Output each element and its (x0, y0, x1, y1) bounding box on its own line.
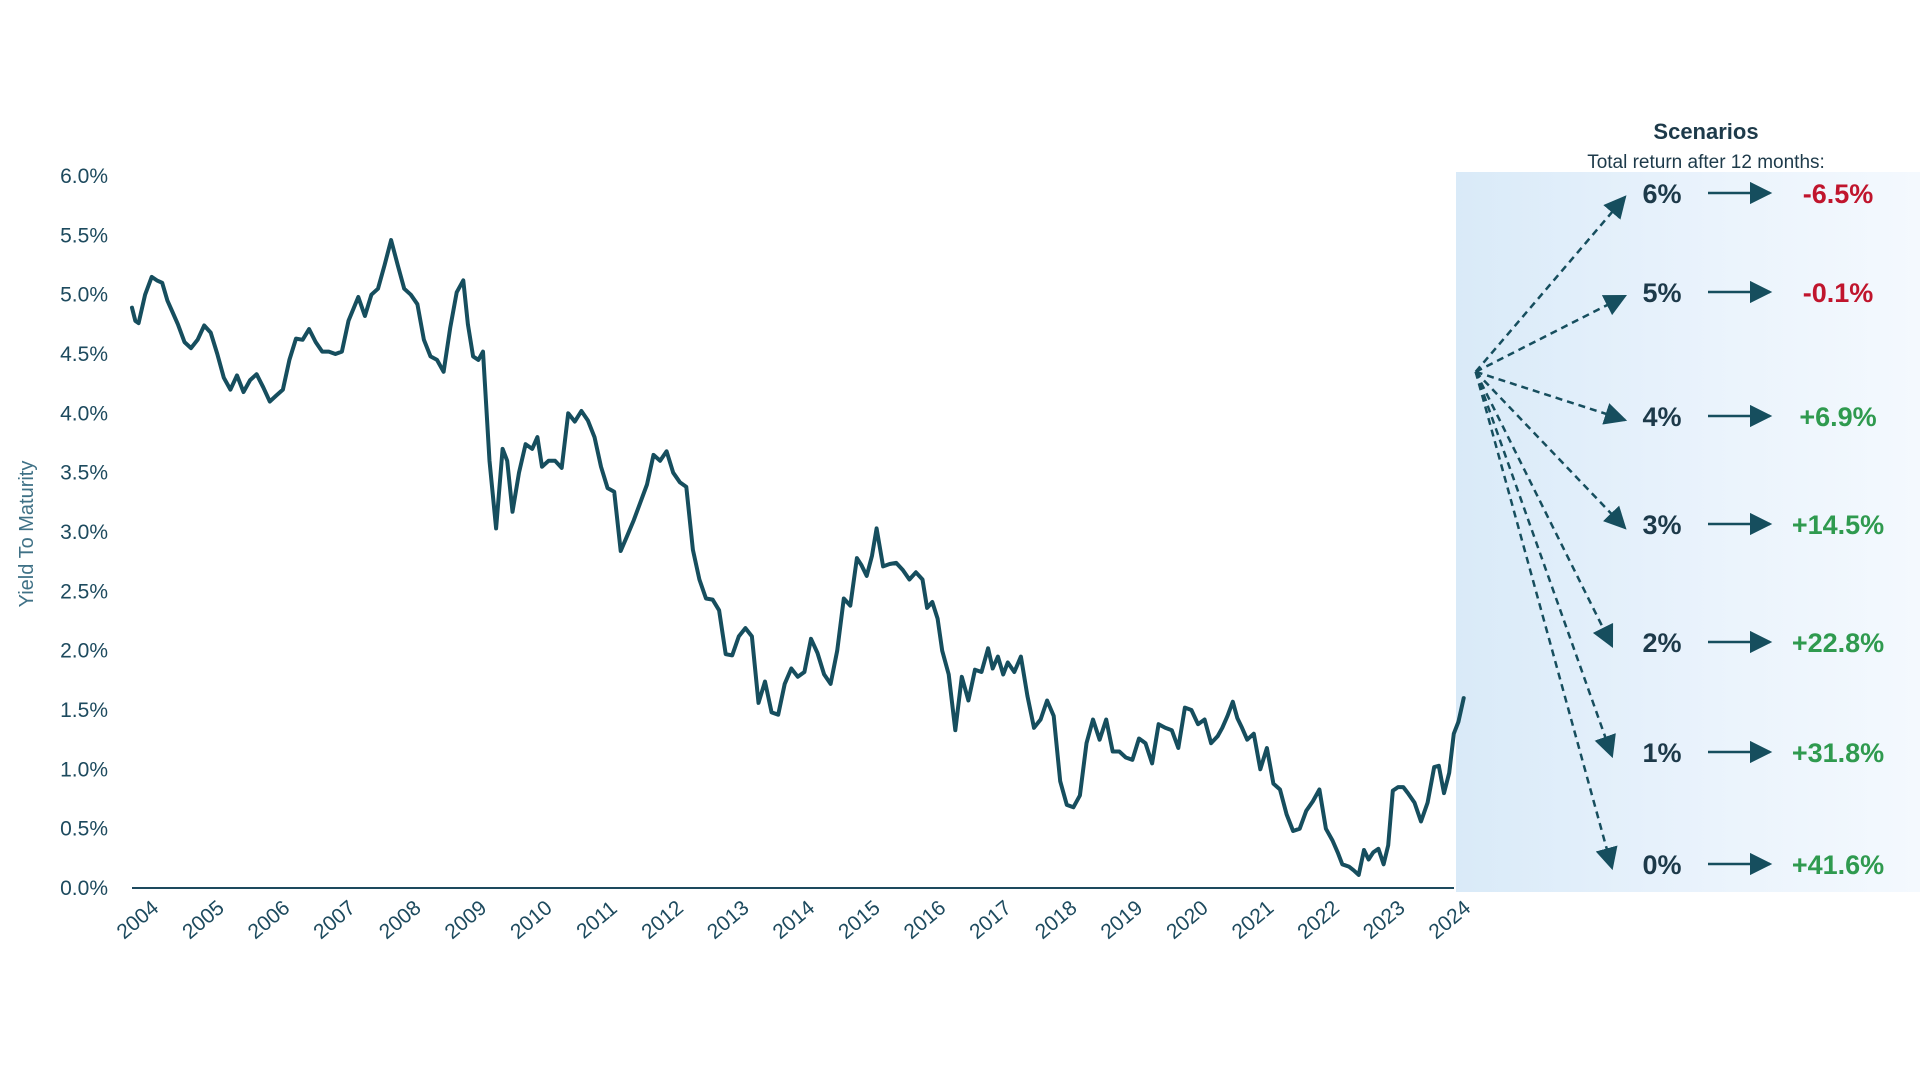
scenario-dashed-arrow (1474, 370, 1627, 530)
x-tick-label: 2015 (834, 896, 885, 944)
scenario-dashed-arrow (1474, 195, 1627, 373)
scenario-yield-label: 1% (1642, 738, 1681, 768)
y-axis-label: Yield To Maturity (16, 461, 38, 608)
x-tick-label: 2022 (1293, 896, 1344, 944)
scenario-dashed-arrow (1474, 371, 1616, 759)
y-tick-label: 4.5% (60, 343, 108, 366)
x-tick-label: 2016 (900, 896, 951, 944)
x-tick-label: 2020 (1162, 896, 1213, 944)
scenario-yield-label: 2% (1642, 628, 1681, 658)
x-tick-label: 2019 (1097, 896, 1148, 944)
y-tick-label: 1.5% (60, 699, 108, 722)
x-tick-label: 2004 (113, 896, 164, 944)
scenario-dashed-arrow (1475, 370, 1628, 425)
y-tick-label: 0.5% (60, 818, 108, 841)
x-tick-label: 2017 (965, 896, 1016, 944)
x-tick-label: 2012 (637, 896, 688, 944)
scenario-yield-label: 6% (1642, 179, 1681, 209)
scenario-return-label: +41.6% (1792, 850, 1884, 880)
scenario-return-label: +31.8% (1792, 738, 1884, 768)
scenario-return-label: +6.9% (1799, 402, 1876, 432)
scenario-yield-label: 0% (1642, 850, 1681, 880)
scenarios-title: Scenarios (1653, 119, 1758, 144)
y-tick-label: 6.0% (60, 165, 108, 188)
x-tick-label: 2007 (309, 896, 360, 944)
scenario-dashed-arrow (1475, 294, 1628, 373)
y-tick-label: 5.0% (60, 284, 108, 307)
x-tick-label: 2021 (1228, 896, 1279, 944)
scenario-rows: 6% -6.5% 5% -0.1% 4% +6.9% 3% +14.5% 2% +22.8% 1% +… (1642, 179, 1884, 880)
x-tick-label: 2010 (506, 896, 557, 944)
y-tick-label: 0.0% (60, 877, 108, 900)
scenario-yield-label: 5% (1642, 278, 1681, 308)
y-tick-label: 2.0% (60, 640, 108, 663)
y-tick-label: 4.0% (60, 402, 108, 425)
y-tick-label: 3.0% (60, 521, 108, 544)
scenario-dashed-arrow (1474, 371, 1614, 649)
x-tick-label: 2005 (178, 896, 229, 944)
y-tick-label: 3.5% (60, 462, 108, 485)
x-tick-label: 2008 (375, 896, 426, 944)
scenario-return-label: -6.5% (1803, 179, 1874, 209)
x-tick-label: 2018 (1031, 896, 1082, 944)
x-tick-label: 2009 (441, 896, 492, 944)
x-tick-label: 2023 (1359, 896, 1410, 944)
scenario-yield-label: 4% (1642, 402, 1681, 432)
x-tick-label: 2024 (1425, 896, 1476, 944)
x-tick-label: 2014 (769, 896, 820, 944)
scenarios-subtitle: Total return after 12 months: (1587, 152, 1825, 173)
scenario-dashed-arrow (1474, 371, 1618, 871)
y-tick-label: 1.0% (60, 758, 108, 781)
y-tick-label: 2.5% (60, 580, 108, 603)
scenario-yield-label: 3% (1642, 510, 1681, 540)
y-axis-ticks: 0.0% 0.5% 1.0% 1.5% 2.0% 2.5% 3.0% 3.5% 4.0% 4.5%… (60, 165, 108, 900)
scenario-return-label: -0.1% (1803, 278, 1874, 308)
scenario-arrows (1474, 195, 1628, 871)
scenario-return-label: +22.8% (1792, 628, 1884, 658)
x-axis-ticks: 2004 2005 2006 2007 2008 2009 2010 2011 2012 2013… (113, 896, 1476, 944)
x-tick-label: 2013 (703, 896, 754, 944)
x-tick-label: 2011 (572, 897, 621, 944)
yield-series-line (130, 238, 1466, 877)
x-tick-label: 2006 (244, 896, 295, 944)
scenario-return-label: +14.5% (1792, 510, 1884, 540)
y-tick-label: 5.5% (60, 224, 108, 247)
